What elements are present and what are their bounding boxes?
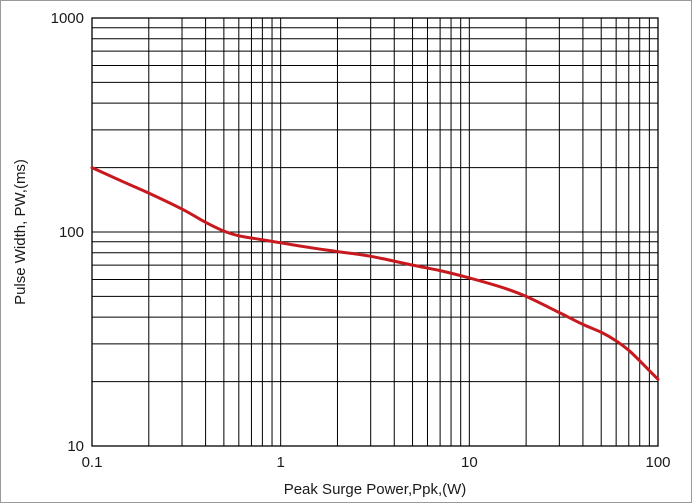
y-tick-label: 10 xyxy=(67,438,84,455)
x-tick-label: 0.1 xyxy=(82,454,103,471)
x-tick-label: 1 xyxy=(276,454,284,471)
y-tick-label: 1000 xyxy=(51,10,84,27)
y-tick-label: 100 xyxy=(59,224,84,241)
grid-lines xyxy=(92,18,658,446)
y-axis-title: Pulse Width, PW,(ms) xyxy=(12,159,29,305)
x-axis-title: Peak Surge Power,Ppk,(W) xyxy=(284,481,467,498)
x-tick-label: 100 xyxy=(645,454,670,471)
x-tick-label: 10 xyxy=(461,454,478,471)
